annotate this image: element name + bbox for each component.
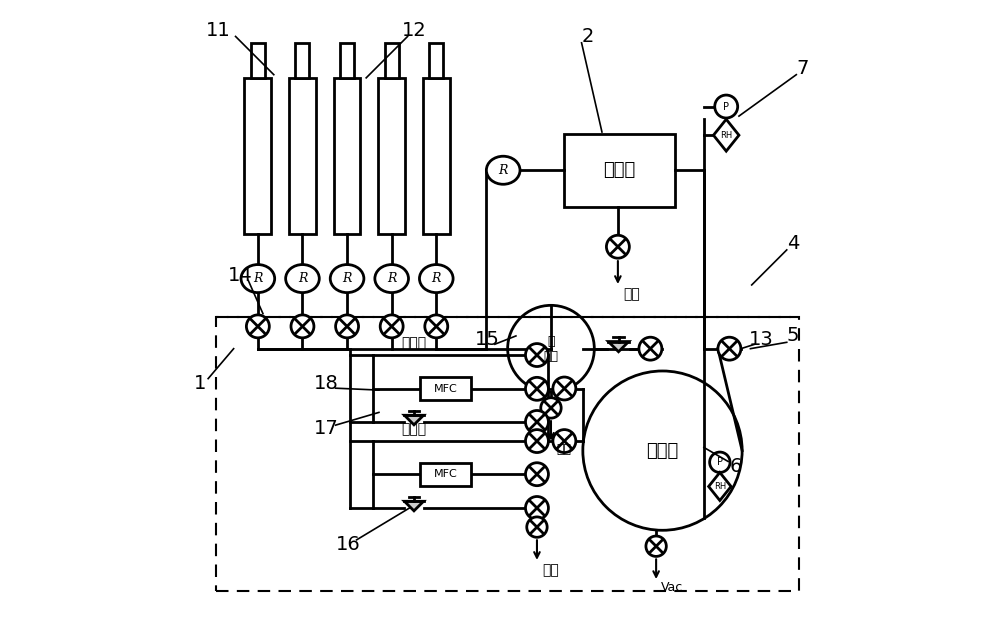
Ellipse shape xyxy=(419,264,453,292)
Text: RH: RH xyxy=(714,482,726,491)
Polygon shape xyxy=(608,342,629,352)
Bar xyxy=(423,78,450,234)
Text: MFC: MFC xyxy=(434,384,458,394)
Polygon shape xyxy=(404,415,424,425)
Text: 4: 4 xyxy=(787,234,799,253)
Bar xyxy=(378,78,405,234)
Text: P: P xyxy=(723,102,729,111)
Circle shape xyxy=(525,497,548,520)
Bar xyxy=(289,78,316,234)
Text: 15: 15 xyxy=(475,330,500,349)
Text: R: R xyxy=(342,272,352,285)
Text: 13: 13 xyxy=(749,330,774,349)
Text: R: R xyxy=(298,272,307,285)
Text: R: R xyxy=(432,272,441,285)
Bar xyxy=(429,43,443,78)
Text: 11: 11 xyxy=(206,20,231,40)
Text: 12: 12 xyxy=(402,20,426,40)
Text: 16: 16 xyxy=(336,535,361,554)
Circle shape xyxy=(525,463,548,486)
Text: 18: 18 xyxy=(314,374,339,393)
Polygon shape xyxy=(404,501,424,511)
Text: 1: 1 xyxy=(194,374,207,393)
Circle shape xyxy=(541,397,561,418)
Text: 真空: 真空 xyxy=(542,563,559,577)
Bar xyxy=(420,463,471,486)
Text: MFC: MFC xyxy=(434,469,458,479)
Circle shape xyxy=(710,452,730,472)
Circle shape xyxy=(527,517,547,538)
Circle shape xyxy=(583,371,742,531)
Text: 5: 5 xyxy=(787,326,799,346)
Text: 6: 6 xyxy=(730,457,742,476)
Text: R: R xyxy=(253,272,263,285)
Polygon shape xyxy=(709,472,731,500)
Circle shape xyxy=(718,337,741,360)
Ellipse shape xyxy=(330,264,364,292)
Circle shape xyxy=(380,315,403,338)
Text: 2: 2 xyxy=(582,27,594,46)
Ellipse shape xyxy=(241,264,275,292)
Bar xyxy=(564,134,675,207)
Bar xyxy=(244,78,271,234)
Circle shape xyxy=(246,315,269,338)
Circle shape xyxy=(291,315,314,338)
Text: 目标气: 目标气 xyxy=(401,422,426,436)
Ellipse shape xyxy=(375,264,408,292)
Ellipse shape xyxy=(286,264,319,292)
Circle shape xyxy=(606,236,629,258)
Ellipse shape xyxy=(486,156,520,184)
Bar xyxy=(420,378,471,400)
Polygon shape xyxy=(713,119,739,151)
Text: 17: 17 xyxy=(314,419,339,438)
Circle shape xyxy=(508,305,594,392)
Bar xyxy=(216,317,799,591)
Text: 真空: 真空 xyxy=(556,443,571,456)
Circle shape xyxy=(646,536,666,556)
Bar xyxy=(334,78,360,234)
Circle shape xyxy=(525,410,548,433)
Circle shape xyxy=(553,429,576,452)
Text: Vac: Vac xyxy=(661,581,683,594)
Circle shape xyxy=(553,377,576,400)
Text: 7: 7 xyxy=(796,59,809,78)
Circle shape xyxy=(425,315,448,338)
Circle shape xyxy=(525,378,548,400)
Circle shape xyxy=(525,429,548,452)
Circle shape xyxy=(525,344,548,367)
Text: 混气腔: 混气腔 xyxy=(646,442,679,460)
Bar xyxy=(295,43,309,78)
Text: 测试腔: 测试腔 xyxy=(603,161,636,179)
Text: 背景气: 背景气 xyxy=(401,337,426,351)
Text: 14: 14 xyxy=(228,266,253,285)
Bar xyxy=(340,43,354,78)
Text: P: P xyxy=(717,457,723,467)
Text: 水
腔体: 水 腔体 xyxy=(543,335,558,363)
Bar xyxy=(385,43,399,78)
Text: R: R xyxy=(387,272,396,285)
Circle shape xyxy=(639,337,662,360)
Text: RH: RH xyxy=(720,131,732,140)
Text: R: R xyxy=(498,164,508,177)
Text: 真空: 真空 xyxy=(623,287,640,301)
Circle shape xyxy=(336,315,359,338)
Circle shape xyxy=(715,95,738,118)
Bar xyxy=(251,43,265,78)
